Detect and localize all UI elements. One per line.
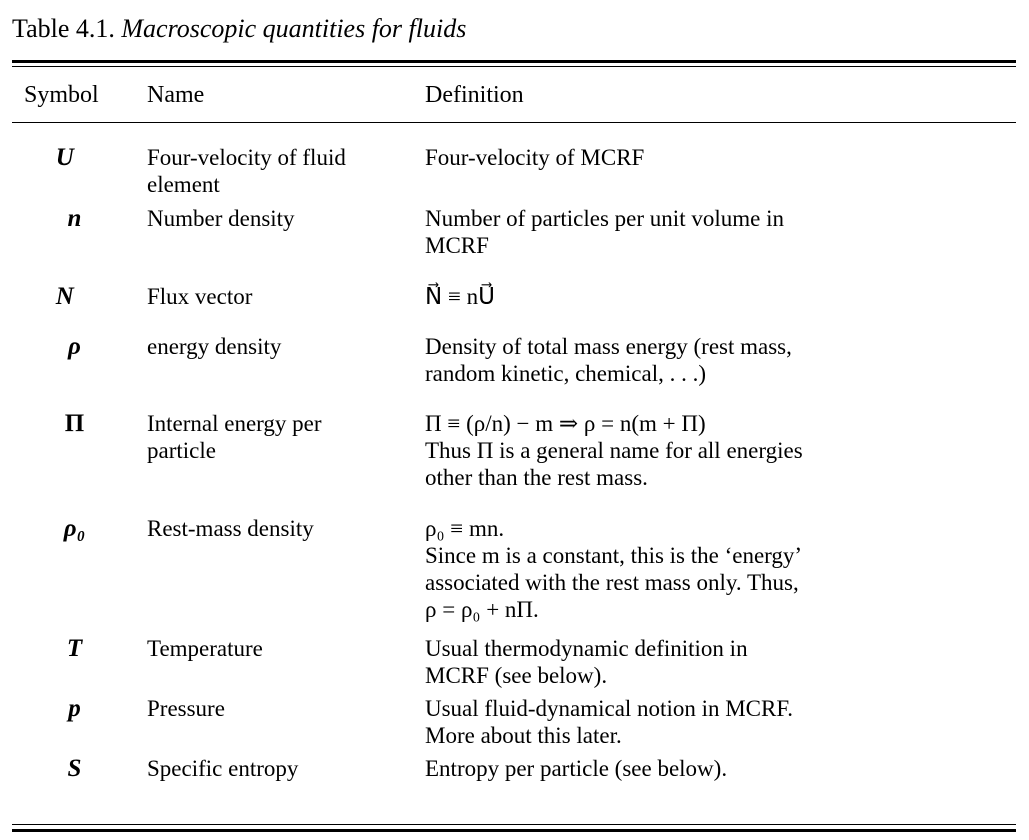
table-number: Table 4.1.	[12, 14, 115, 43]
row-definition: Number of particles per unit volume in MC…	[415, 205, 1015, 259]
row-symbol: Π	[64, 410, 85, 437]
row-symbol: n	[67, 205, 82, 232]
row-name: Temperature	[137, 635, 415, 689]
table-caption: Table 4.1. Macroscopic quantities for fl…	[12, 14, 466, 44]
header-name: Name	[147, 81, 205, 108]
table-row: S Specific entropy Entropy per particle (s…	[12, 755, 1016, 782]
row-name-line: Specific entropy	[147, 756, 299, 781]
row-definition-line: random kinetic, chemical, . . .)	[425, 361, 707, 386]
row-definition-line: Four-velocity of MCRF	[425, 145, 645, 170]
row-symbol: U⃗	[55, 144, 94, 171]
row-name-line: particle	[147, 438, 216, 463]
row-name: Number density	[137, 205, 415, 259]
row-definition-line: MCRF	[425, 233, 489, 258]
row-definition-line: associated with the rest mass only. Thus…	[425, 570, 799, 595]
row-name: Flux vector	[137, 283, 415, 310]
table-row: p Pressure Usual fluid-dynamical notion in…	[12, 695, 1016, 749]
row-name-line: Temperature	[147, 636, 263, 661]
row-name-line: Flux vector	[147, 284, 253, 309]
table-row: n Number density Number of particles per u…	[12, 205, 1016, 259]
table-row: Π Internal energy per particle Π ≡ (ρ/n) − …	[12, 410, 1016, 491]
table-row: ρ energy density Density of total mass ene…	[12, 333, 1016, 387]
bottom-rule-inner	[12, 824, 1016, 825]
row-definition-line: Π ≡ (ρ/n) − m ⇒ ρ = n(m + Π)	[425, 411, 706, 436]
row-definition: Four-velocity of MCRF	[415, 144, 1015, 198]
header-symbol: Symbol	[24, 81, 99, 108]
row-definition: Π ≡ (ρ/n) − m ⇒ ρ = n(m + Π) Thus Π is a …	[415, 410, 1015, 491]
row-definition: Usual thermodynamic definition in MCRF (s…	[415, 635, 1015, 689]
row-name: Internal energy per particle	[137, 410, 415, 491]
row-name: Pressure	[137, 695, 415, 749]
header-definition: Definition	[425, 81, 524, 108]
row-name: Four-velocity of fluid element	[137, 144, 415, 198]
row-name-line: Internal energy per	[147, 411, 322, 436]
row-definition-line: other than the rest mass.	[425, 465, 648, 490]
row-name: Specific entropy	[137, 755, 415, 782]
row-name-line: Number density	[147, 206, 295, 231]
table-row: N⃗ Flux vector N⃗ ≡ nU⃗	[12, 283, 1016, 310]
table-title: Macroscopic quantities for fluids	[121, 14, 467, 43]
row-definition-line: Usual fluid-dynamical notion in MCRF.	[425, 696, 794, 721]
row-name-line: Pressure	[147, 696, 225, 721]
row-definition-line: ρ₀ ≡ mn.	[425, 516, 505, 541]
row-definition: ρ₀ ≡ mn. Since m is a constant, this is t…	[415, 515, 1015, 623]
header-rule	[12, 122, 1016, 123]
row-symbol: S	[67, 755, 82, 782]
row-name-line: Four-velocity of fluid	[147, 145, 346, 170]
row-symbol: ρ	[68, 333, 81, 360]
row-name-line: element	[147, 172, 220, 197]
bottom-rule	[12, 829, 1016, 832]
row-definition-line: Thus Π is a general name for all energie…	[425, 438, 803, 463]
row-definition-line: ρ = ρ₀ + nΠ.	[425, 597, 539, 622]
top-rule	[12, 60, 1016, 63]
row-name: energy density	[137, 333, 415, 387]
row-name-line: energy density	[147, 334, 282, 359]
row-name-line: Rest-mass density	[147, 516, 314, 541]
table-row: T Temperature Usual thermodynamic definiti…	[12, 635, 1016, 689]
row-definition-line: Number of particles per unit volume in	[425, 206, 784, 231]
row-definition-line: MCRF (see below).	[425, 663, 608, 688]
row-definition-line: N⃗ ≡ nU⃗	[425, 284, 496, 309]
row-definition: N⃗ ≡ nU⃗	[415, 283, 1015, 310]
table-row: ρ₀ Rest-mass density ρ₀ ≡ mn. Since m is a …	[12, 515, 1016, 623]
row-symbol: T	[66, 635, 83, 662]
row-definition-line: More about this later.	[425, 723, 622, 748]
row-definition: Density of total mass energy (rest mass,…	[415, 333, 1015, 387]
row-definition: Usual fluid-dynamical notion in MCRF. Mor…	[415, 695, 1015, 749]
row-symbol: p	[68, 695, 81, 722]
row-definition-line: Usual thermodynamic definition in	[425, 636, 748, 661]
row-definition-line: Entropy per particle (see below).	[425, 756, 728, 781]
row-name: Rest-mass density	[137, 515, 415, 623]
table-header-row: Symbol Name Definition	[12, 68, 1016, 122]
row-definition-line: Density of total mass energy (rest mass,	[425, 334, 792, 359]
row-symbol: ρ₀	[63, 515, 86, 542]
table-row: U⃗ Four-velocity of fluid element Four-velo…	[12, 144, 1016, 198]
quantities-table: Symbol Name Definition	[12, 68, 1016, 122]
row-definition: Entropy per particle (see below).	[415, 755, 1015, 782]
top-rule-inner	[12, 66, 1016, 67]
row-symbol: N⃗	[55, 283, 94, 310]
row-definition-line: Since m is a constant, this is the ‘ener…	[425, 543, 803, 568]
